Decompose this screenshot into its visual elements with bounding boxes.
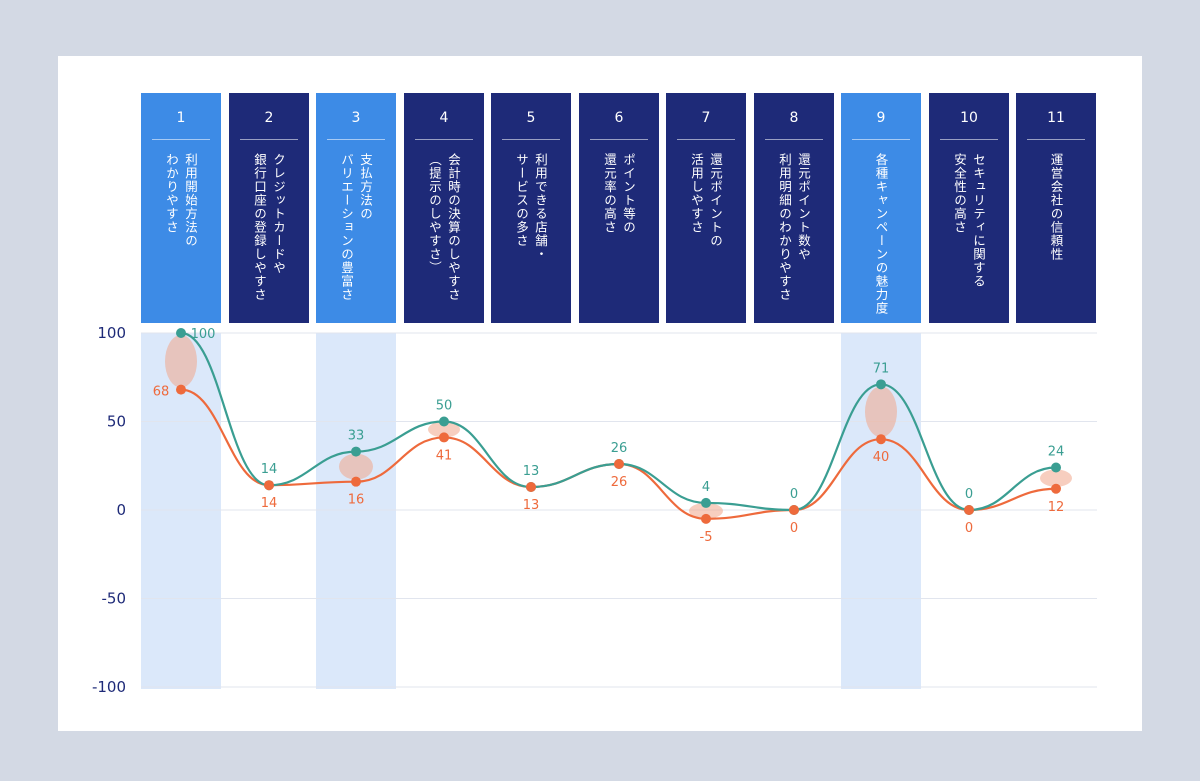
y-tick-label: 100	[97, 324, 126, 342]
column-label: 還元ポイント数や 利用明細のわかりやすさ	[777, 153, 811, 302]
data-point	[176, 384, 186, 395]
y-tick-label: -100	[92, 678, 126, 696]
data-point	[1051, 462, 1061, 473]
column-header-2: 2 クレジットカードや 銀行口座の登録しやすさ	[229, 93, 309, 323]
data-label: 71	[873, 361, 890, 376]
header-divider	[677, 139, 735, 140]
column-label: 利用開始方法の わかりやすさ	[164, 153, 198, 248]
column-header-11: 11 運営会社の信頼性	[1016, 93, 1096, 323]
data-label: 41	[436, 448, 453, 463]
data-label: 68	[153, 385, 170, 400]
data-point	[176, 328, 186, 338]
data-point	[789, 505, 799, 515]
data-point	[876, 379, 886, 390]
column-number: 5	[526, 110, 536, 126]
column-number: 4	[439, 110, 449, 126]
gap-marker	[165, 335, 197, 388]
gap-marker	[1040, 469, 1072, 487]
header-divider	[940, 139, 998, 140]
column-header-10: 10 セキュリティに関する 安全性の高さ	[929, 93, 1009, 323]
data-label: 33	[348, 429, 365, 444]
column-number: 7	[701, 110, 711, 126]
data-label: 4	[702, 480, 710, 495]
data-label: 13	[523, 498, 540, 513]
column-header-8: 8 還元ポイント数や 利用明細のわかりやすさ	[754, 93, 834, 323]
header-divider	[590, 139, 648, 140]
gap-marker	[689, 502, 723, 519]
data-label: 16	[348, 493, 365, 508]
column-label: 各種キャンペーンの魅力度	[873, 153, 889, 315]
data-label: 13	[523, 464, 540, 479]
column-header-9: 9 各種キャンペーンの魅力度	[841, 93, 921, 323]
column-label: 還元ポイントの 活用しやすさ	[689, 153, 723, 248]
data-point	[614, 458, 624, 469]
y-tick-label: 0	[116, 501, 126, 519]
column-label: セキュリティに関する 安全性の高さ	[952, 153, 986, 288]
data-point	[876, 434, 886, 445]
column-header-5: 5 利用できる店舗・ サービスの多さ	[491, 93, 571, 323]
column-header-3: 3 支払方法の バリエーションの豊富さ	[316, 93, 396, 323]
header-divider	[327, 139, 385, 140]
header-divider	[1027, 139, 1085, 140]
highlight-band-3	[316, 333, 396, 689]
data-label: 14	[261, 496, 278, 511]
data-point	[526, 481, 536, 492]
data-label: 0	[790, 521, 798, 536]
data-label: -5	[700, 530, 713, 545]
column-number: 1	[176, 110, 186, 126]
data-point	[351, 446, 361, 457]
header-divider	[852, 139, 910, 140]
data-label: 0	[965, 521, 973, 536]
column-number: 6	[614, 110, 624, 126]
y-tick-label: -50	[102, 590, 127, 608]
column-label: 会計時の決算のしやすさ （提示のしやすさ）	[427, 153, 461, 302]
header-divider	[240, 139, 298, 140]
data-point	[439, 432, 449, 443]
column-header-6: 6 ポイント等の 還元率の高さ	[579, 93, 659, 323]
header-divider	[765, 139, 823, 140]
data-point	[701, 513, 711, 524]
header-divider	[415, 139, 473, 140]
data-point	[439, 416, 449, 427]
y-tick-label: 50	[107, 413, 126, 431]
column-number: 8	[789, 110, 799, 126]
data-point	[351, 476, 361, 487]
gap-marker	[865, 386, 897, 438]
data-label: 40	[873, 450, 890, 465]
data-label: 50	[436, 399, 453, 414]
column-header-7: 7 還元ポイントの 活用しやすさ	[666, 93, 746, 323]
column-number: 11	[1047, 110, 1065, 126]
data-label: 0	[790, 487, 798, 502]
column-header-1: 1 利用開始方法の わかりやすさ	[141, 93, 221, 323]
column-header-4: 4 会計時の決算のしやすさ （提示のしやすさ）	[404, 93, 484, 323]
data-point	[264, 480, 274, 491]
header-divider	[502, 139, 560, 140]
column-number: 3	[351, 110, 361, 126]
column-label: クレジットカードや 銀行口座の登録しやすさ	[252, 153, 286, 302]
gap-marker	[428, 421, 460, 438]
data-label: 26	[611, 441, 628, 456]
column-label: 利用できる店舗・ サービスの多さ	[514, 153, 548, 261]
column-label: ポイント等の 還元率の高さ	[602, 153, 636, 234]
column-label: 運営会社の信頼性	[1048, 153, 1064, 261]
data-label: 100	[191, 327, 216, 342]
data-point	[1051, 483, 1061, 494]
data-label: 26	[611, 475, 628, 490]
data-label: 24	[1048, 445, 1065, 460]
data-label: 0	[965, 487, 973, 502]
data-point	[701, 497, 711, 508]
data-label: 12	[1048, 500, 1065, 515]
header-divider	[152, 139, 210, 140]
gap-marker	[339, 453, 373, 480]
column-number: 10	[960, 110, 978, 126]
column-number: 2	[264, 110, 274, 126]
column-label: 支払方法の バリエーションの豊富さ	[339, 153, 373, 302]
data-point	[964, 505, 974, 515]
column-number: 9	[876, 110, 886, 126]
data-label: 14	[261, 462, 278, 477]
